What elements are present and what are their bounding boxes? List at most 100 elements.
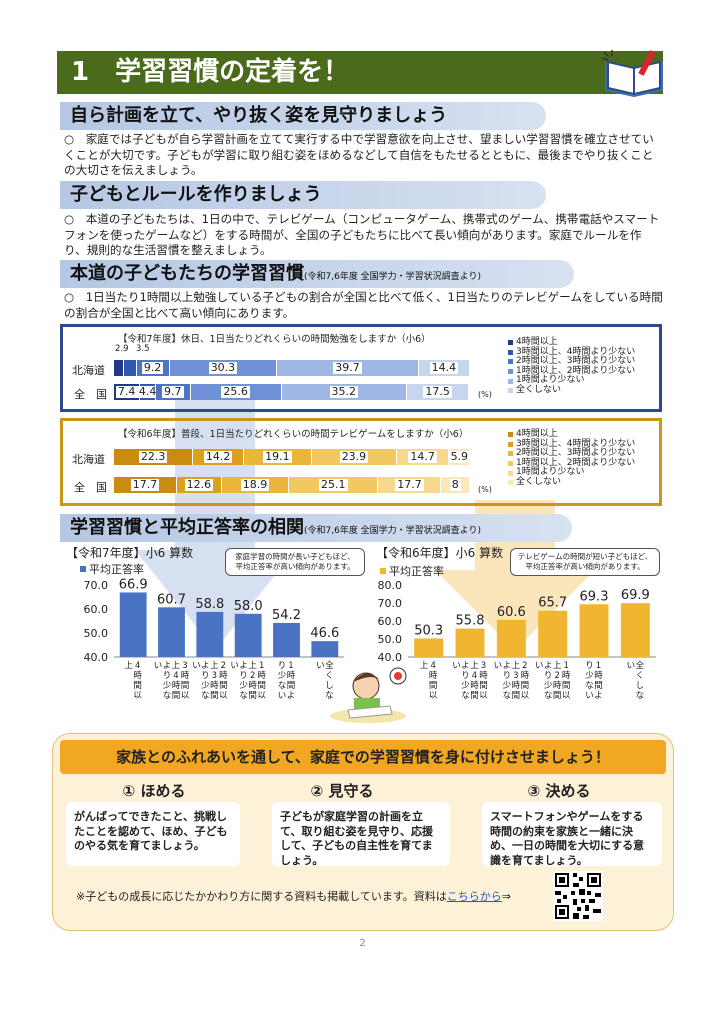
x-tick-label: い bbox=[494, 661, 503, 671]
study-bar-segment: 17.5 bbox=[406, 384, 470, 400]
y-tick-label: 60.0 bbox=[378, 615, 403, 628]
x-tick-label: く bbox=[636, 671, 645, 681]
x-tick-label: り bbox=[461, 671, 470, 681]
column-bar bbox=[455, 628, 485, 657]
x-tick-label: 少 bbox=[278, 671, 287, 681]
study-bar-value: 4.4 bbox=[136, 385, 159, 398]
study-bar-segment: 39.7 bbox=[277, 360, 419, 376]
x-tick-label: 時 bbox=[287, 671, 296, 681]
game-bar-segment: 5.9 bbox=[448, 449, 471, 465]
y-tick-label: 70.0 bbox=[378, 597, 403, 610]
x-tick-label: 少 bbox=[503, 681, 512, 691]
study-bar-segment bbox=[124, 360, 137, 376]
column-value-label: 50.3 bbox=[414, 623, 443, 638]
page-number: 2 bbox=[359, 938, 366, 949]
x-tick-label: 間 bbox=[219, 681, 228, 691]
game-legend-item: 全くしない bbox=[508, 477, 635, 488]
resource-link[interactable]: こちらから bbox=[446, 890, 502, 903]
x-tick-label: 少 bbox=[201, 681, 210, 691]
x-tick-label: 2 bbox=[221, 661, 226, 671]
x-tick-label: 以 bbox=[429, 691, 438, 701]
qr-code-icon[interactable] bbox=[553, 871, 603, 921]
x-tick-label: な bbox=[163, 691, 172, 701]
x-tick-label: し bbox=[325, 681, 334, 691]
x-tick-label: り bbox=[278, 661, 287, 671]
column-bar bbox=[579, 604, 609, 657]
x-tick-label: い bbox=[535, 661, 544, 671]
game-bar-value: 14.2 bbox=[203, 450, 233, 463]
column-bar bbox=[234, 613, 262, 657]
math-2024-title: 【令和6年度】小6 算数 bbox=[376, 546, 504, 560]
study-legend-item: 全くしない bbox=[508, 385, 635, 396]
x-tick-label: 間 bbox=[133, 681, 142, 691]
game-legend: 4時間以上 3時間以上、4時間より少ない 2時間以上、3時間より少ない 1時間以上、2… bbox=[508, 429, 635, 488]
column-bar bbox=[414, 638, 444, 657]
game-bar-segment: 23.9 bbox=[311, 449, 397, 465]
x-tick-label: い bbox=[278, 691, 287, 701]
x-tick-label: 間 bbox=[248, 691, 257, 701]
study-legend-item: 2時間以上、3時間より少ない bbox=[508, 357, 635, 367]
game-bar-value: 17.7 bbox=[130, 478, 160, 491]
x-tick-label: 上 bbox=[470, 661, 479, 671]
x-tick-label: 以 bbox=[479, 691, 488, 701]
column-bar bbox=[620, 603, 650, 657]
x-tick-label: よ bbox=[503, 661, 512, 671]
game-unit: (%) bbox=[478, 485, 492, 494]
game-bar-segment: 12.6 bbox=[177, 477, 222, 493]
game-bar-value: 18.9 bbox=[240, 478, 270, 491]
x-tick-label: 以 bbox=[562, 691, 571, 701]
column-bar bbox=[538, 610, 568, 657]
math-2025-callout: 家庭学習の時間が長い子どもほど、平均正答率が高い傾向があります。 bbox=[225, 548, 365, 576]
x-tick-label: 3 bbox=[182, 661, 187, 671]
x-tick-label: な bbox=[544, 691, 553, 701]
x-tick-label: な bbox=[585, 681, 594, 691]
y-tick-label: 70.0 bbox=[84, 579, 109, 592]
study-bar-hokkaido: 9.2 30.3 39.7 14.4 bbox=[114, 360, 470, 376]
column-value-label: 60.7 bbox=[157, 592, 186, 607]
y-tick-label: 50.0 bbox=[84, 627, 109, 640]
x-tick-label: よ bbox=[287, 691, 296, 701]
x-tick-label: 上 bbox=[172, 661, 181, 671]
x-tick-label: り bbox=[239, 671, 248, 681]
study-legend-item: 1時間より少ない bbox=[508, 376, 635, 386]
x-tick-label: り bbox=[163, 671, 172, 681]
game-bar-value: 19.1 bbox=[263, 450, 292, 463]
x-tick-label: 上 bbox=[210, 661, 219, 671]
x-tick-label: 時 bbox=[521, 671, 530, 681]
x-tick-label: 上 bbox=[420, 661, 429, 671]
game-bar-segment: 14.2 bbox=[193, 449, 244, 465]
study-bar-segment: 25.6 bbox=[190, 384, 282, 400]
study-bar-segment bbox=[114, 360, 125, 376]
x-tick-label: り bbox=[585, 661, 594, 671]
x-tick-label: 少 bbox=[544, 681, 553, 691]
x-tick-label: 間 bbox=[479, 681, 488, 691]
row-label-national-2: 全 国 bbox=[74, 481, 107, 494]
x-tick-label: い bbox=[585, 691, 594, 701]
study-legend: 4時間以上 3時間以上、4時間より少ない 2時間以上、3時間より少ない 1時間以上、2… bbox=[508, 337, 635, 396]
x-tick-label: 以 bbox=[181, 691, 190, 701]
x-tick-label: い bbox=[230, 661, 239, 671]
x-tick-label: 時 bbox=[479, 671, 488, 681]
study-bar-value: 17.5 bbox=[423, 385, 452, 398]
column-bar bbox=[158, 607, 185, 657]
game-bar-value: 14.7 bbox=[408, 450, 437, 463]
math-2025-legend: 平均正答率 bbox=[80, 561, 144, 577]
family-banner: 家族とのふれあいを通して、家庭での学習習慣を身に付けさせましょう！ bbox=[60, 740, 666, 774]
study-unit: (%) bbox=[478, 390, 492, 399]
x-tick-label: 間 bbox=[521, 681, 530, 691]
x-tick-label: 上 bbox=[124, 661, 133, 671]
row-label-hokkaido-2: 北海道 bbox=[72, 453, 105, 466]
column-value-label: 46.6 bbox=[310, 626, 339, 641]
y-tick-label: 50.0 bbox=[378, 633, 403, 646]
y-tick-label: 80.0 bbox=[378, 579, 403, 592]
x-tick-label: り bbox=[544, 671, 553, 681]
game-legend-item: 4時間以上 bbox=[508, 429, 635, 440]
x-tick-label: な bbox=[278, 681, 287, 691]
child-studying-illustration bbox=[330, 667, 407, 723]
x-tick-label: 時 bbox=[553, 681, 562, 691]
x-tick-label: 間 bbox=[210, 691, 219, 701]
x-tick-label: よ bbox=[201, 661, 210, 671]
column-value-label: 69.9 bbox=[621, 588, 650, 603]
x-tick-label: 時 bbox=[512, 681, 521, 691]
x-tick-label: い bbox=[154, 661, 163, 671]
